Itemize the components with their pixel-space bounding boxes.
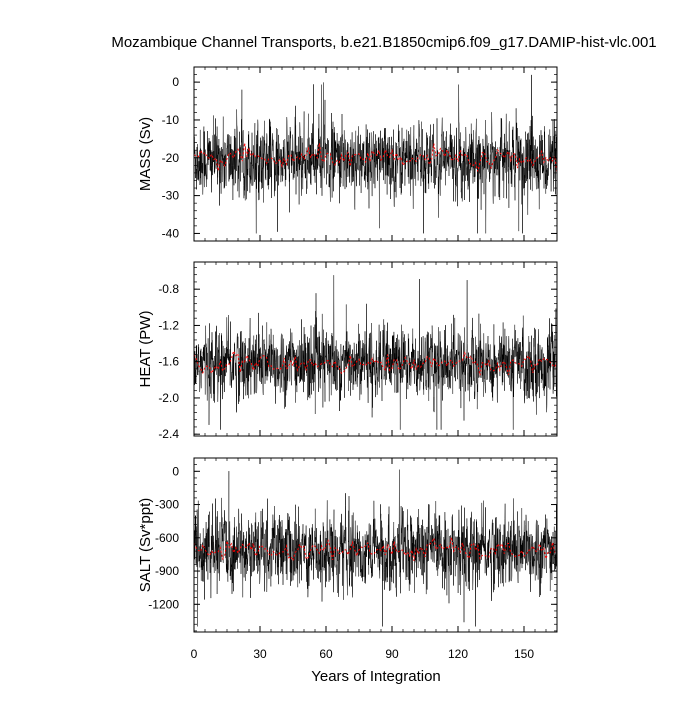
monthly-series-line: [193, 275, 558, 430]
y-tick-label: -30: [162, 189, 180, 203]
y-tick-label: -1.6: [158, 355, 179, 369]
y-axis-label: HEAT (PW): [137, 311, 154, 388]
chart-title: Mozambique Channel Transports, b.e21.B18…: [111, 34, 656, 51]
y-tick-label: -300: [155, 498, 179, 512]
y-tick-label: -2.4: [158, 427, 179, 441]
panel-frame: [193, 457, 558, 633]
y-tick-label: -10: [162, 113, 180, 127]
monthly-series-line: [193, 74, 558, 234]
y-axis-label: SALT (Sv*ppt): [137, 498, 154, 592]
panel-2: 0 -300 -600 -900 -1200 SALT (Sv*ppt) 0 30 60 90 12…: [137, 457, 558, 661]
panel-frame: [193, 66, 558, 242]
x-tick-label: 30: [253, 647, 267, 661]
x-axis-label: Years of Integration: [311, 668, 441, 685]
y-tick-label: -600: [155, 531, 179, 545]
y-tick-label: 0: [172, 75, 179, 89]
y-tick-label: -1200: [148, 597, 179, 611]
annual-mean-line: [193, 536, 558, 563]
annual-mean-line: [193, 349, 558, 376]
y-tick-label: 0: [172, 464, 179, 478]
y-tick-label: -1.2: [158, 318, 179, 332]
y-tick-label: -2.0: [158, 391, 179, 405]
panel-0: 0 -10 -20 -30 -40 MASS (Sv): [137, 66, 558, 242]
y-tick-label: -40: [162, 226, 180, 240]
y-axis-label: MASS (Sv): [137, 117, 154, 191]
x-tick-label: 120: [448, 647, 468, 661]
panel-1: -0.8 -1.2 -1.6 -2.0 -2.4 HEAT (PW): [137, 261, 558, 441]
x-tick-label: 0: [191, 647, 198, 661]
x-tick-label: 90: [385, 647, 399, 661]
y-tick-label: -0.8: [158, 282, 179, 296]
panel-frame: [193, 261, 558, 437]
x-tick-label: 60: [319, 647, 333, 661]
chart-panels: 0 -10 -20 -30 -40 MASS (Sv) -0.8 -1.2 -1.6 -2.0 -2…: [137, 66, 558, 661]
monthly-series-line: [193, 469, 558, 627]
y-tick-label: -20: [162, 151, 180, 165]
x-tick-label: 150: [514, 647, 534, 661]
y-tick-label: -900: [155, 564, 179, 578]
